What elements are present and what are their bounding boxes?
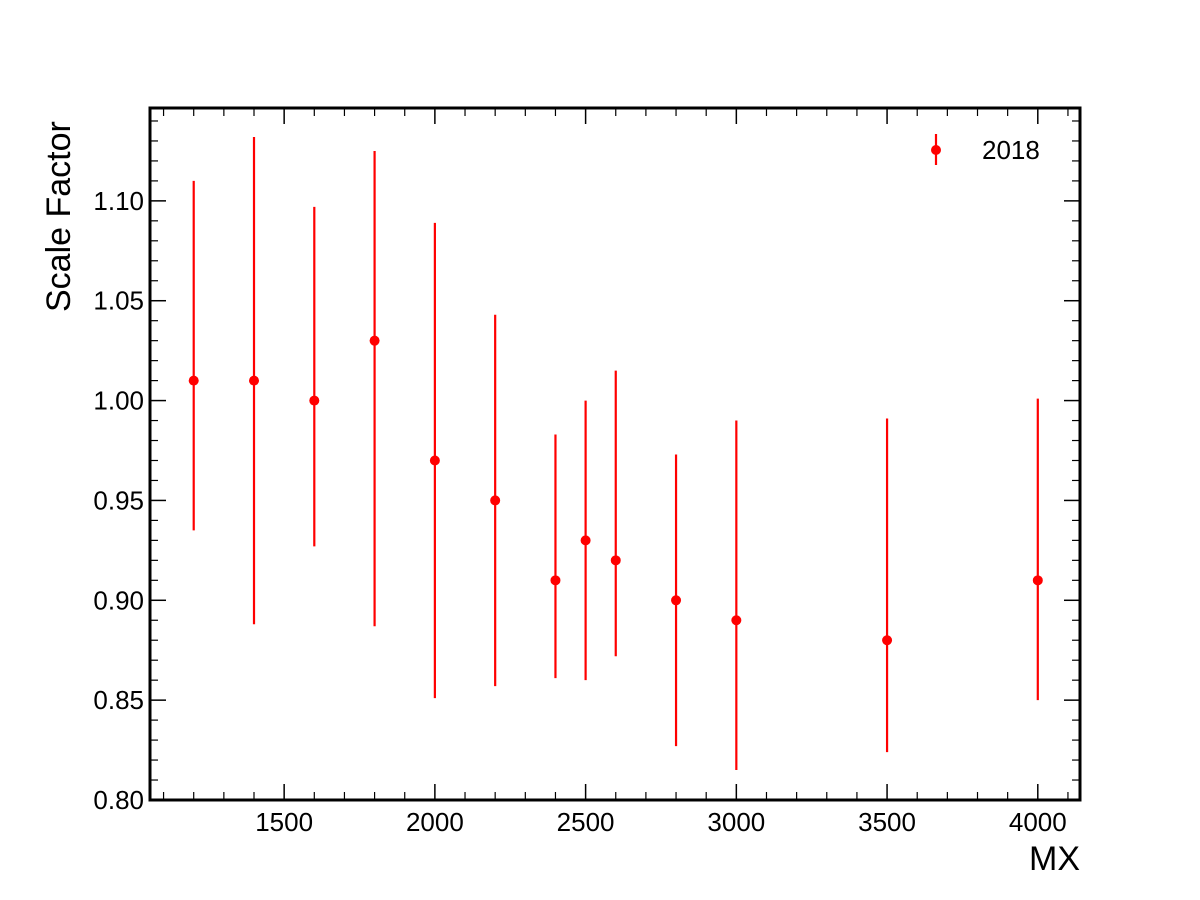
axis-tick-labels: 1500 2000 2500 3000 3500 4000 0.80 0.85 0.90 0.95… (93, 186, 1066, 837)
data-point (610, 555, 621, 566)
y-axis-title: Scale Factor (40, 121, 78, 312)
data-series (188, 136, 1043, 771)
y-tick-label: 0.95 (93, 485, 144, 515)
data-point (550, 575, 561, 586)
y-tick-label: 0.90 (93, 585, 144, 615)
legend: 2018 (931, 134, 1040, 165)
legend-label: 2018 (982, 135, 1040, 165)
data-point (369, 335, 380, 346)
x-tick-label: 3500 (858, 807, 916, 837)
x-tick-label: 2500 (557, 807, 615, 837)
data-point (580, 535, 591, 546)
y-tick-label: 1.05 (93, 286, 144, 316)
axis-ticks (150, 108, 1080, 801)
x-tick-label: 3000 (707, 807, 765, 837)
data-point (1032, 575, 1043, 586)
data-point (490, 495, 501, 506)
y-tick-label: 0.85 (93, 685, 144, 715)
y-tick-label: 1.10 (93, 186, 144, 216)
x-tick-label: 4000 (1009, 807, 1067, 837)
legend-marker (931, 145, 941, 155)
data-point (249, 375, 260, 386)
y-tick-label: 0.80 (93, 785, 144, 815)
y-tick-label: 1.00 (93, 386, 144, 416)
x-tick-label: 2000 (406, 807, 464, 837)
data-point (188, 375, 199, 386)
x-axis-title: MX (1029, 840, 1080, 878)
data-point (731, 615, 742, 626)
data-point (429, 455, 440, 466)
plot-frame (148, 106, 1082, 802)
data-point (309, 395, 320, 406)
x-tick-label: 1500 (255, 807, 313, 837)
data-point (882, 635, 893, 646)
data-point (671, 595, 682, 606)
